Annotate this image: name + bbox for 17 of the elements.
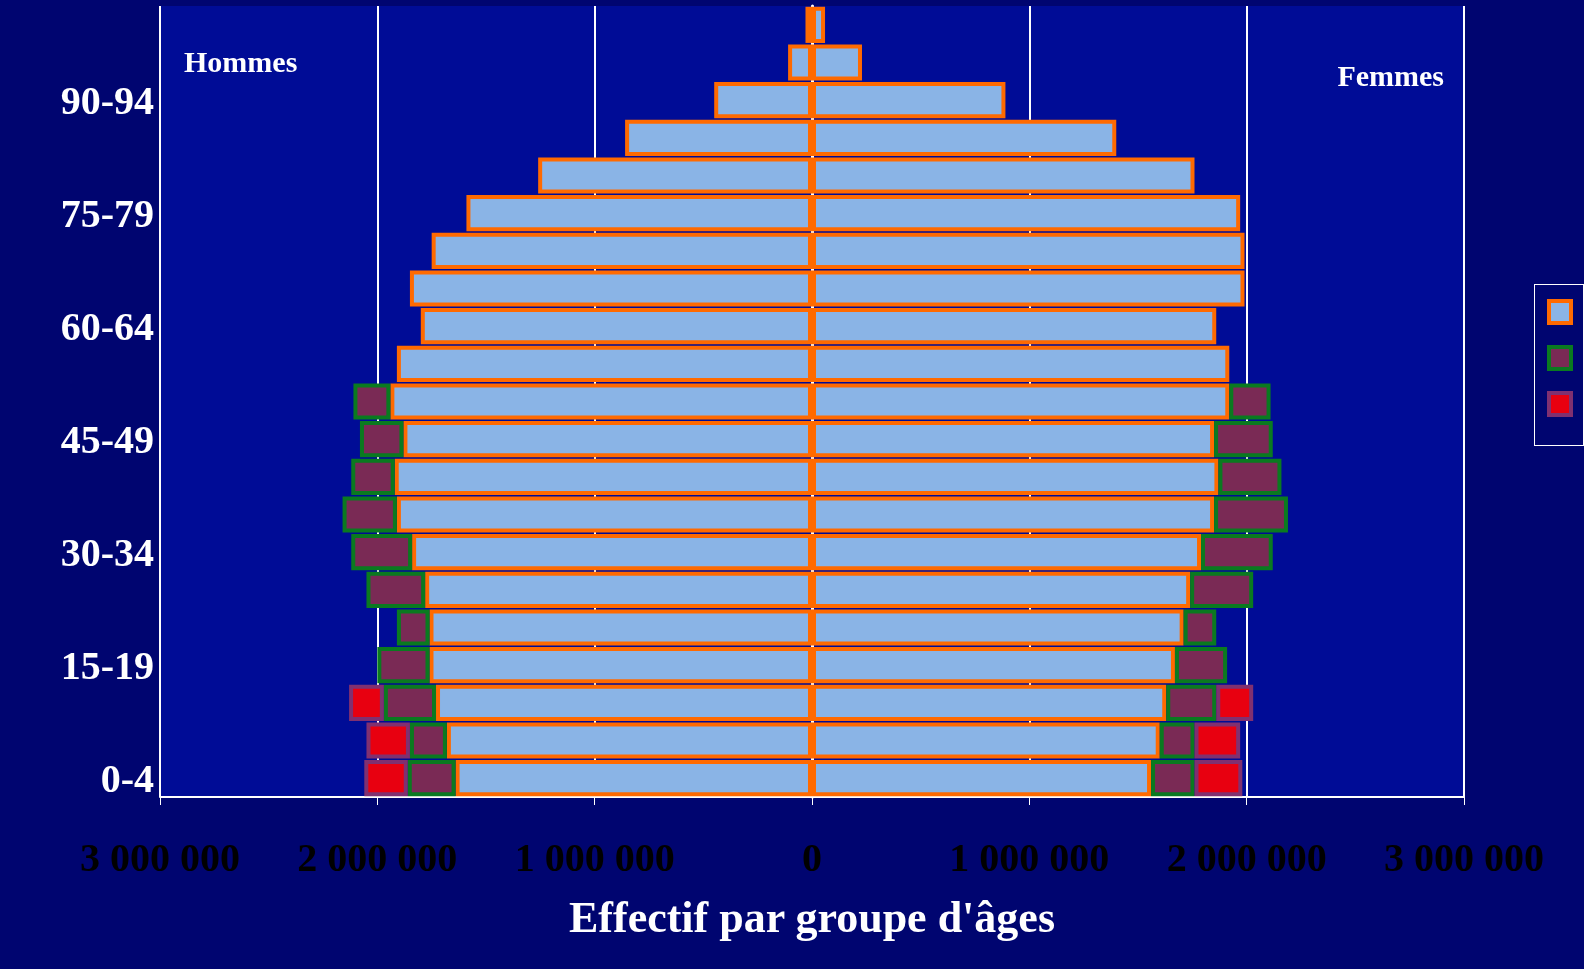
y-tick-label: 45-49 bbox=[60, 416, 154, 462]
y-tick-label: 30-34 bbox=[60, 529, 154, 575]
x-tick-label: 0 bbox=[802, 834, 822, 880]
x-axis-title: Effectif par groupe d'âges bbox=[569, 892, 1055, 942]
x-tick-label: 1 000 000 bbox=[514, 834, 675, 880]
x-tick-label: 1 000 000 bbox=[949, 834, 1110, 880]
y-tick-label: 90-94 bbox=[60, 77, 154, 123]
x-tick-label: 2 000 000 bbox=[1166, 834, 1327, 880]
annotation: Hommes bbox=[184, 44, 298, 78]
y-tick-label: 15-19 bbox=[60, 642, 154, 688]
y-tick-label: 60-64 bbox=[60, 303, 154, 349]
annotation: Femmes bbox=[1337, 58, 1445, 92]
x-tick-label: 3 000 000 bbox=[1384, 834, 1544, 880]
y-tick-label: 75-79 bbox=[60, 190, 154, 236]
x-tick-label: 3 000 000 bbox=[80, 834, 240, 880]
y-tick-label: 0-4 bbox=[100, 755, 154, 801]
x-tick-label: 2 000 000 bbox=[297, 834, 458, 880]
